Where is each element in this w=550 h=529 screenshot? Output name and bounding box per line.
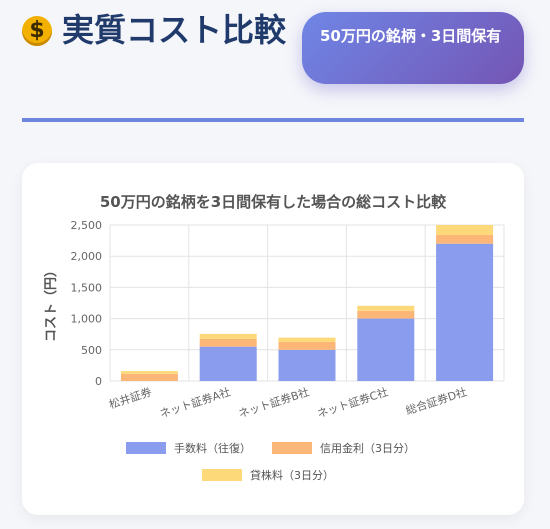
legend-swatch (126, 442, 166, 454)
x-tick-label: 総合証券D社 (404, 385, 469, 418)
y-tick-label: 1,500 (71, 281, 103, 294)
legend-label: 信用金利（3日分） (320, 441, 415, 455)
legend-swatch (272, 442, 312, 454)
y-tick-label: 0 (95, 375, 102, 388)
bar-segment (357, 310, 415, 319)
bar-segment (436, 243, 494, 381)
bar-segment (436, 225, 494, 235)
bar-segment (120, 373, 178, 381)
bar-segment (199, 346, 257, 381)
legend-label: 貸株料（3日分） (250, 468, 334, 482)
bar-segment (436, 234, 494, 244)
y-tick-label: 2,500 (71, 219, 103, 232)
header: $ 実質コスト比較 50万円の銘柄・3日間保有 (0, 0, 550, 125)
money-bag-icon: $ (22, 16, 52, 46)
y-tick-label: 1,000 (71, 313, 103, 326)
chart-card: 50万円の銘柄を3日間保有した場合の総コスト比較 0 500 1,000 1,500 2… (22, 163, 524, 515)
legend-swatch (202, 469, 242, 481)
legend-label: 手数料（往復） (174, 441, 251, 455)
bar-segment (357, 305, 415, 311)
x-tick-label: ネット証券C社 (315, 385, 389, 421)
bar-segment (199, 338, 257, 347)
cost-comparison-chart: 50万円の銘柄を3日間保有した場合の総コスト比較 0 500 1,000 1,500 2… (43, 193, 505, 482)
y-tick-label: 500 (81, 344, 102, 357)
y-axis-label: コスト（円） (43, 264, 59, 342)
bar-segment (278, 349, 336, 381)
bar-segment (357, 318, 415, 381)
bar-segment (120, 371, 178, 374)
x-tick-label: 松井証券 (107, 385, 153, 412)
page-title-text: 実質コスト比較 (62, 11, 287, 49)
bar-segment (278, 337, 336, 342)
title-divider (22, 118, 524, 122)
chart-title: 50万円の銘柄を3日間保有した場合の総コスト比較 (100, 193, 447, 211)
x-tick-label: ネット証券B社 (237, 385, 311, 421)
y-tick-label: 2,000 (71, 250, 103, 263)
condition-badge: 50万円の銘柄・3日間保有 (302, 12, 524, 84)
page-title: $ 実質コスト比較 (22, 2, 302, 58)
bar-segment (278, 342, 336, 350)
x-tick-label: ネット証券A社 (158, 385, 232, 421)
bar-segment (199, 333, 257, 339)
